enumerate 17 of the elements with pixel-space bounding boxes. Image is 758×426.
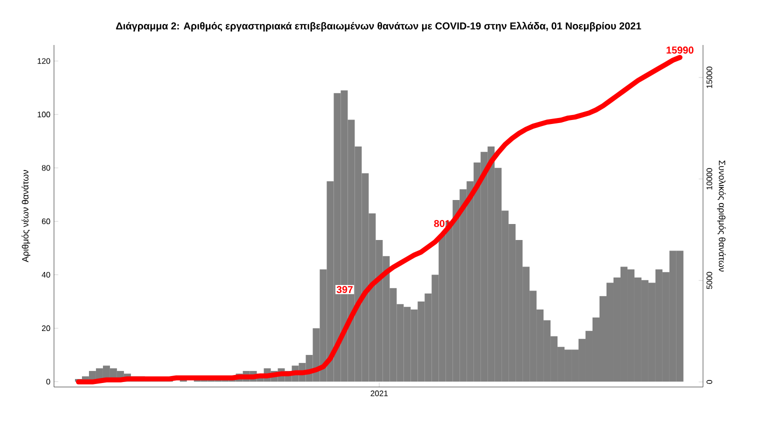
y2-tick-label: 5000 bbox=[706, 272, 712, 290]
y-tick-label: 0 bbox=[46, 378, 50, 384]
y2-tick-label: 0 bbox=[706, 380, 712, 384]
y-tick-label: 40 bbox=[42, 272, 50, 278]
annotation: 397 bbox=[336, 286, 353, 294]
x-tick-label: 2021 bbox=[370, 390, 388, 396]
y-tick-label: 60 bbox=[42, 218, 50, 224]
chart-title: Διάγραμμα 2: Αριθμός εργαστηριακά επιβεβαιωμένων θανάτων με COVID-19 στην Ελλάδα, 01 Νοεμβρίου 2021 bbox=[116, 22, 642, 32]
y2-tick-label: 10000 bbox=[706, 168, 712, 190]
y-tick-label: 20 bbox=[42, 325, 50, 332]
y-axis-title: Αριθμός νέων θανάτων bbox=[22, 170, 30, 262]
y2-axis-title: Συνολικός αριθμός θανάτων bbox=[717, 160, 726, 272]
y2-tick-label: 15000 bbox=[706, 66, 712, 88]
y-tick-label: 120 bbox=[38, 58, 50, 64]
y-tick-label: 100 bbox=[38, 112, 50, 118]
annotation: 15990 bbox=[666, 46, 694, 54]
y-tick-label: 80 bbox=[42, 165, 50, 171]
